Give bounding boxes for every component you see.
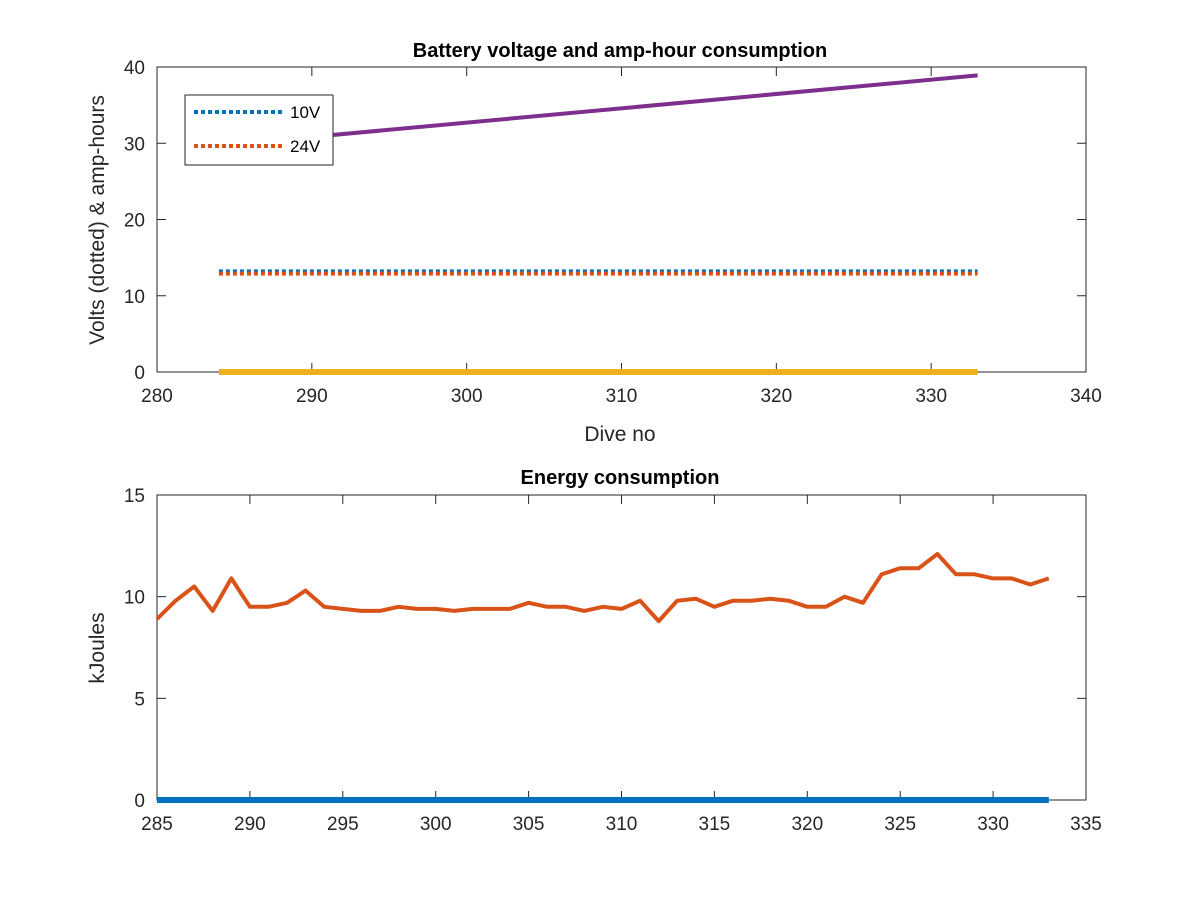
x-tick-label: 300 (451, 386, 483, 407)
x-tick-label: 320 (760, 386, 792, 407)
y-tick-label: 0 (134, 791, 145, 812)
series-line-3 (218, 73, 978, 148)
series-line-0 (155, 552, 1050, 624)
y-tick-label: 20 (124, 211, 145, 232)
x-tick-label: 340 (1070, 386, 1102, 407)
energy-chart-plot-area: 285 290 295 300 305 310 315 320 325 330 335 0 5 10 15 (124, 486, 1102, 835)
x-tick-label: 280 (141, 386, 173, 407)
y-tick-label: 15 (124, 486, 145, 507)
y-tick-label: 30 (124, 134, 145, 155)
y-tick-label: 40 (124, 58, 145, 79)
voltage-chart-legend: 10V 24V (184, 94, 334, 166)
x-tick-label: 325 (884, 814, 916, 835)
legend-label-10v: 10V (290, 103, 321, 122)
x-tick-label: 315 (699, 814, 731, 835)
y-tick-label: 10 (124, 287, 145, 308)
legend-box (184, 94, 334, 166)
x-tick-label: 320 (791, 814, 823, 835)
energy-chart: Energy consumption 285 290 295 300 305 310 315… (86, 467, 1102, 835)
y-tick-label: 5 (134, 689, 145, 710)
y-tick-label: 10 (124, 588, 145, 609)
voltage-chart: Battery voltage and amp-hour consumption… (86, 40, 1102, 446)
x-tick-label: 305 (513, 814, 545, 835)
x-tick-label: 300 (420, 814, 452, 835)
voltage-chart-plot-area: 280 290 300 310 320 330 340 0 10 20 30 40 (124, 58, 1102, 407)
x-tick-label: 310 (606, 814, 638, 835)
energy-chart-title: Energy consumption (521, 467, 720, 489)
x-tick-label: 330 (915, 386, 947, 407)
x-tick-label: 310 (606, 386, 638, 407)
x-tick-label: 290 (296, 386, 328, 407)
energy-chart-y-axis-label: kJoules (86, 612, 109, 683)
voltage-chart-x-axis-label: Dive no (584, 423, 655, 446)
y-tick-label: 0 (134, 363, 145, 384)
x-tick-label: 290 (234, 814, 266, 835)
voltage-chart-y-axis-label: Volts (dotted) & amp-hours (86, 95, 109, 345)
legend-label-24v: 24V (290, 137, 321, 156)
x-tick-label: 330 (977, 814, 1009, 835)
x-tick-label: 285 (141, 814, 173, 835)
voltage-chart-title: Battery voltage and amp-hour consumption (413, 40, 827, 62)
x-tick-label: 295 (327, 814, 359, 835)
x-tick-label: 335 (1070, 814, 1102, 835)
